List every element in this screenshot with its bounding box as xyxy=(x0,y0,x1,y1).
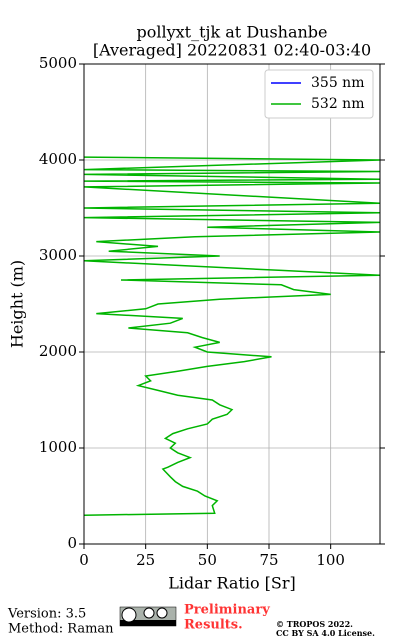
preliminary: Preliminary xyxy=(184,603,270,618)
y-axis-label: Height (m) xyxy=(8,260,27,348)
legend-box xyxy=(264,69,374,119)
y-tick-label: 0 xyxy=(67,534,77,552)
y-tick-label: 5000 xyxy=(39,54,77,72)
cc-logo xyxy=(119,606,177,627)
legend-label: 355 nm xyxy=(311,75,364,91)
data-line xyxy=(83,156,381,516)
legend-label: 532 nm xyxy=(311,96,364,112)
y-tick-label: 4000 xyxy=(39,150,77,168)
version: Version: 3.5 xyxy=(7,607,86,622)
x-tick-label: 75 xyxy=(259,551,278,569)
x-tick-label: 25 xyxy=(136,551,155,569)
x-tick-label: 100 xyxy=(316,551,345,569)
y-tick-label: 3000 xyxy=(39,246,77,264)
x-tick-label: 50 xyxy=(198,551,217,569)
copyright: © TROPOS 2022. xyxy=(276,619,353,629)
x-tick-label: 0 xyxy=(79,551,89,569)
chart-subtitle: [Averaged] 20220831 02:40-03:40 xyxy=(93,41,371,60)
y-tick-label: 1000 xyxy=(39,438,77,456)
results: Results. xyxy=(184,618,243,633)
license: CC BY SA 4.0 License. xyxy=(276,628,375,638)
plot-frame xyxy=(83,63,381,545)
y-tick-label: 2000 xyxy=(39,342,77,360)
chart-title: pollyxt_tjk at Dushanbe xyxy=(136,23,327,42)
x-axis-label: Lidar Ratio [Sr] xyxy=(168,574,296,593)
method: Method: Raman xyxy=(8,622,114,637)
legend: 355 nm 532 nm xyxy=(264,69,374,119)
